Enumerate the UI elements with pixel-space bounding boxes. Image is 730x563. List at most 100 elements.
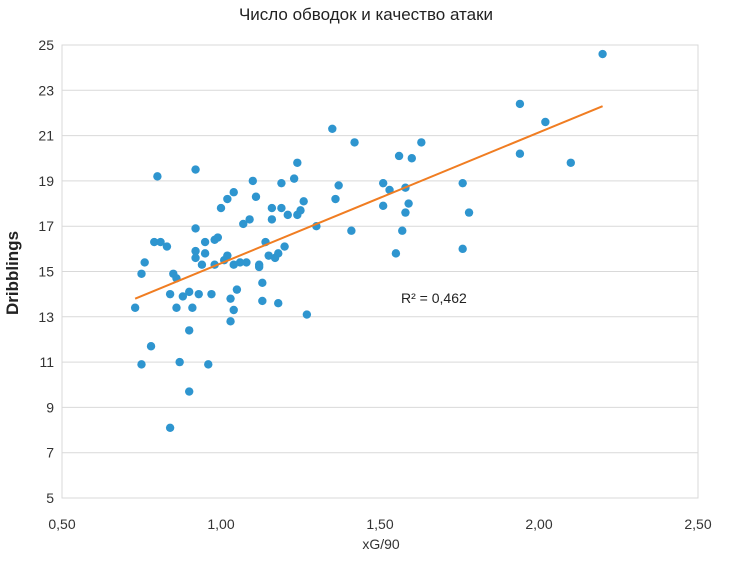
- data-point: [162, 242, 172, 251]
- data-point: [175, 357, 184, 367]
- data-point: [200, 249, 210, 258]
- data-point: [274, 299, 283, 308]
- x-tick-label: 0,50: [48, 516, 75, 532]
- data-point: [137, 269, 146, 278]
- data-point: [267, 203, 277, 213]
- trendline: [134, 105, 603, 300]
- data-point: [146, 342, 156, 351]
- data-point: [264, 251, 273, 260]
- data-point: [242, 258, 251, 267]
- data-point: [223, 251, 232, 260]
- data-point: [289, 174, 299, 183]
- data-points: [130, 49, 607, 432]
- y-tick-label: 13: [38, 309, 54, 325]
- data-point: [254, 260, 264, 269]
- data-point: [293, 158, 302, 167]
- data-point: [178, 292, 188, 301]
- data-point: [223, 194, 232, 204]
- data-point: [165, 289, 175, 299]
- y-tick-label: 5: [46, 490, 54, 506]
- data-point: [391, 249, 401, 258]
- data-point: [328, 124, 337, 134]
- data-point: [417, 138, 426, 147]
- data-point: [191, 224, 200, 233]
- data-point: [153, 172, 162, 181]
- data-point: [334, 181, 343, 190]
- data-point: [401, 208, 410, 217]
- data-point: [404, 199, 413, 208]
- data-point: [207, 289, 216, 299]
- data-point: [191, 165, 200, 174]
- data-point: [235, 258, 245, 267]
- data-point: [464, 208, 474, 217]
- data-point: [277, 178, 286, 188]
- y-tick-label: 11: [39, 354, 54, 370]
- data-point: [296, 206, 305, 215]
- x-tick-label: 2,50: [684, 516, 711, 532]
- data-point: [185, 387, 194, 396]
- data-point: [541, 117, 550, 127]
- data-point: [251, 192, 261, 201]
- data-point: [204, 360, 213, 369]
- data-point: [191, 246, 200, 256]
- y-tick-label: 23: [38, 82, 54, 98]
- data-point: [515, 149, 525, 158]
- data-point: [226, 294, 235, 303]
- data-point: [188, 303, 197, 312]
- data-point: [274, 249, 283, 258]
- x-tick-label: 2,00: [525, 516, 552, 532]
- data-point: [200, 237, 210, 247]
- y-tick-label: 21: [38, 128, 54, 144]
- gridlines: [62, 44, 698, 499]
- data-point: [302, 310, 312, 319]
- data-point: [267, 215, 277, 224]
- x-tick-label: 1,00: [207, 516, 234, 532]
- data-point: [245, 215, 254, 224]
- x-tick-label: 1,50: [366, 516, 393, 532]
- y-tick-label: 15: [38, 264, 54, 280]
- data-point: [347, 226, 356, 235]
- y-tick-labels: 5 7 9 11 13 15 17 19 21 23 25: [38, 37, 54, 506]
- data-point: [140, 258, 149, 267]
- data-point: [229, 305, 238, 315]
- data-point: [156, 237, 165, 247]
- y-tick-label: 7: [46, 445, 54, 461]
- data-point: [216, 203, 226, 213]
- y-tick-label: 17: [38, 218, 54, 234]
- data-point: [277, 203, 286, 213]
- y-tick-label: 19: [38, 173, 54, 189]
- data-point: [197, 260, 207, 269]
- data-point: [598, 49, 607, 59]
- data-point: [185, 326, 194, 335]
- data-point: [248, 176, 257, 186]
- data-point: [378, 178, 388, 188]
- data-point: [378, 201, 388, 211]
- y-tick-label: 9: [46, 399, 54, 415]
- data-point: [239, 219, 248, 229]
- data-point: [172, 303, 181, 312]
- data-point: [194, 289, 203, 299]
- data-point: [232, 285, 242, 294]
- x-tick-labels: 0,50 1,00 1,50 2,00 2,50: [48, 516, 711, 532]
- data-point: [283, 210, 292, 220]
- data-point: [331, 194, 340, 204]
- y-tick-label: 25: [38, 37, 54, 53]
- data-point: [280, 242, 289, 251]
- data-point: [258, 278, 267, 288]
- x-axis-label: xG/90: [362, 536, 400, 552]
- data-point: [398, 226, 407, 235]
- data-point: [226, 317, 235, 326]
- data-point: [150, 237, 159, 247]
- data-point: [213, 233, 223, 242]
- data-point: [394, 151, 404, 161]
- data-point: [458, 244, 467, 254]
- data-point: [185, 287, 194, 297]
- data-point: [165, 423, 175, 432]
- data-point: [566, 158, 575, 167]
- data-point: [137, 360, 146, 369]
- data-point: [350, 138, 359, 147]
- data-point: [407, 154, 416, 163]
- y-axis-label: Dribblings: [3, 231, 22, 315]
- data-point: [130, 303, 140, 312]
